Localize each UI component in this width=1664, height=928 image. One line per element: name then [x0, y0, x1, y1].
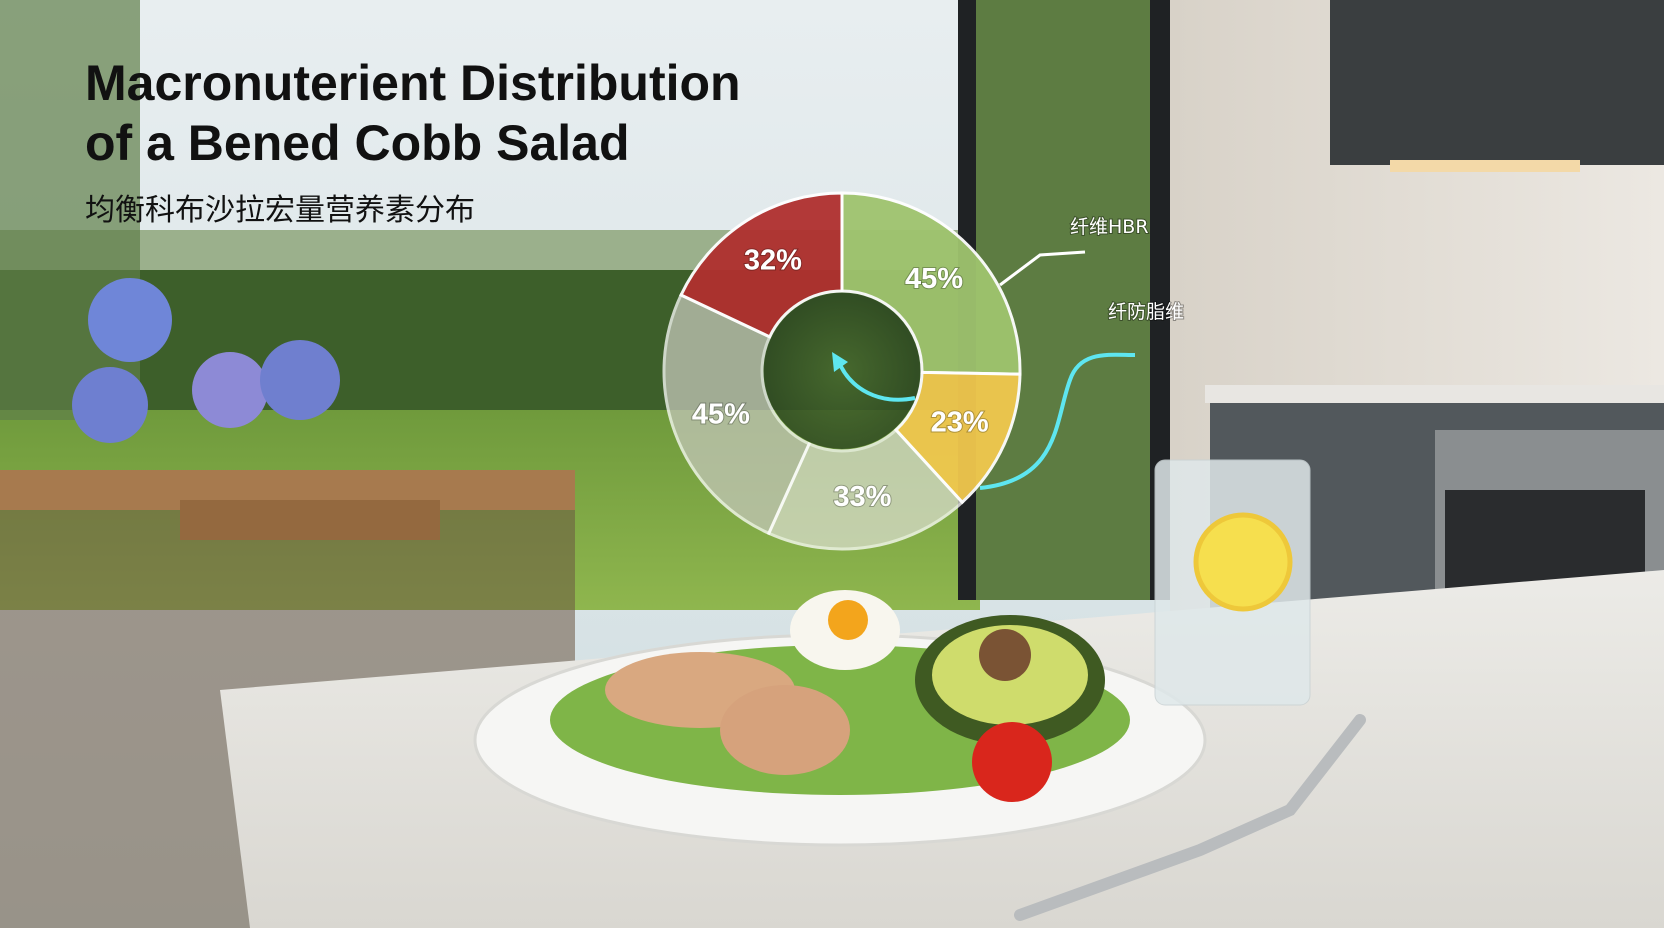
- arrow: [836, 359, 916, 402]
- value-label: 32%: [744, 245, 802, 277]
- flower: [72, 367, 148, 443]
- value-label: 23%: [931, 407, 989, 439]
- lemon: [1193, 512, 1293, 612]
- cabinet: [1330, 0, 1664, 165]
- light: [1390, 160, 1580, 172]
- arrow: [999, 250, 1086, 287]
- window-frame: [1150, 0, 1170, 600]
- arrow-head: [832, 352, 848, 372]
- annotation: 纤防脂维: [1108, 301, 1184, 323]
- value-label: 45%: [905, 263, 963, 295]
- counter-back: [1205, 385, 1664, 403]
- tomato: [972, 722, 1052, 802]
- pie-slice: [840, 191, 1022, 376]
- chart-subtitle: 均衡科布沙拉宏量营养素分布: [85, 193, 475, 228]
- pie-slice: [679, 191, 844, 339]
- flower: [88, 278, 172, 362]
- flower: [192, 352, 268, 428]
- chair-back: [180, 500, 440, 540]
- value-label: 33%: [833, 481, 891, 513]
- flower: [260, 340, 340, 420]
- chicken: [720, 685, 850, 775]
- fork: [1014, 714, 1366, 921]
- value-label: 45%: [692, 398, 750, 430]
- egg-yolk: [828, 600, 868, 640]
- chart-title: of a Bened Cobb Salad: [85, 115, 630, 171]
- arrow: [979, 352, 1136, 490]
- annotation: 纤维HBR: [1070, 216, 1149, 238]
- pie-slice: [662, 292, 812, 536]
- avocado-pit: [979, 629, 1031, 681]
- pie-slice: [766, 427, 965, 551]
- chart-title: Macronuterient Distribution: [85, 55, 741, 111]
